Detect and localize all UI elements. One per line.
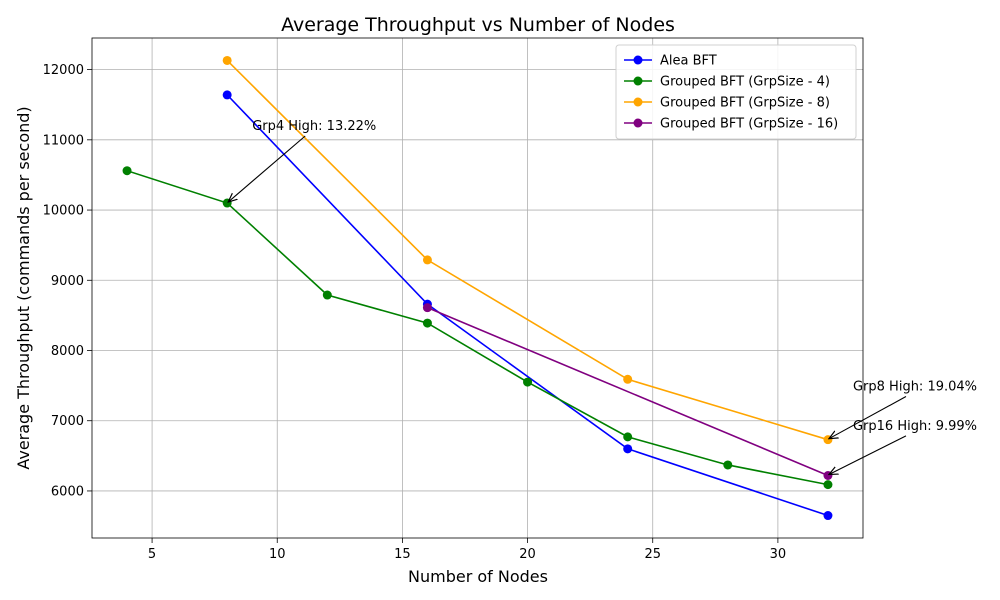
data-point (422, 303, 432, 313)
series-line (226, 59, 829, 441)
annotation: Grp8 High: 19.04% (829, 380, 977, 439)
annotation: Grp16 High: 9.99% (829, 419, 977, 475)
data-point (823, 471, 833, 480)
legend-box (615, 44, 857, 140)
data-point (723, 460, 733, 470)
y-tick-label: 10000 (43, 204, 84, 219)
data-point (422, 318, 432, 328)
chart-title: Average Throughput vs Number of Nodes (281, 14, 675, 36)
data-point (623, 374, 633, 384)
legend-marker (633, 118, 643, 128)
series-line (126, 169, 829, 486)
legend-label: Grouped BFT (GrpSize - 4) (660, 75, 830, 90)
data-point (222, 90, 232, 100)
annotation-label: Grp16 High: 9.99% (853, 419, 977, 434)
x-axis-label: Number of Nodes (408, 567, 548, 586)
annotation-arrow (829, 396, 907, 439)
x-tick-label: 5 (148, 547, 156, 562)
y-tick-label: 12000 (43, 63, 84, 78)
y-axis-label: Average Throughput (commands per second) (14, 106, 33, 469)
x-tick-label: 15 (394, 547, 411, 562)
series-3 (422, 303, 833, 480)
annotation-label: Grp8 High: 19.04% (853, 380, 977, 395)
legend-label: Grouped BFT (GrpSize - 8) (660, 96, 830, 111)
legend-marker (633, 55, 643, 65)
data-point (122, 166, 132, 176)
series-layer (122, 55, 833, 521)
data-point (623, 432, 633, 442)
axes: 5 10 15 20 25 30 6000 7000 8000 9000 10000 11000 120… (43, 37, 864, 562)
legend-marker (633, 76, 643, 86)
x-tick-label: 30 (770, 547, 787, 562)
annotation: Grp4 High: 13.22% (228, 119, 376, 202)
data-point (823, 480, 833, 490)
legend-entry: Grouped BFT (GrpSize - 16) (624, 117, 838, 132)
data-point (222, 55, 232, 65)
plot-frame (91, 37, 864, 539)
legend-entry: Grouped BFT (GrpSize - 4) (624, 75, 830, 90)
legend: Alea BFT Grouped BFT (GrpSize - 4) Grouped… (615, 44, 857, 140)
data-point (422, 255, 432, 265)
annotation-label: Grp4 High: 13.22% (252, 119, 376, 134)
y-tick-label: 9000 (51, 274, 84, 289)
y-tick-label: 6000 (51, 484, 84, 499)
legend-entry: Alea BFT (624, 54, 717, 69)
x-tick-label: 25 (644, 547, 661, 562)
data-point (823, 511, 833, 521)
legend-label: Grouped BFT (GrpSize - 16) (660, 117, 838, 132)
annotation-arrow (228, 135, 306, 202)
y-tick-label: 11000 (43, 133, 84, 148)
legend-label: Alea BFT (660, 54, 717, 69)
series-1 (122, 166, 833, 490)
data-point (322, 290, 332, 300)
series-2 (222, 55, 833, 445)
y-tick-label: 7000 (51, 414, 84, 429)
data-point (523, 377, 533, 387)
legend-marker (633, 97, 643, 107)
annotation-arrow (829, 435, 907, 475)
annotations: Grp4 High: 13.22% Grp8 High: 19.04% Grp16 … (228, 119, 977, 475)
data-point (823, 435, 833, 445)
series-line (427, 306, 829, 477)
legend-entry: Grouped BFT (GrpSize - 8) (624, 96, 830, 111)
data-point (623, 444, 633, 454)
series-line (226, 94, 829, 517)
x-tick-label: 10 (269, 547, 286, 562)
x-tick-label: 20 (519, 547, 536, 562)
y-tick-label: 8000 (51, 344, 84, 359)
